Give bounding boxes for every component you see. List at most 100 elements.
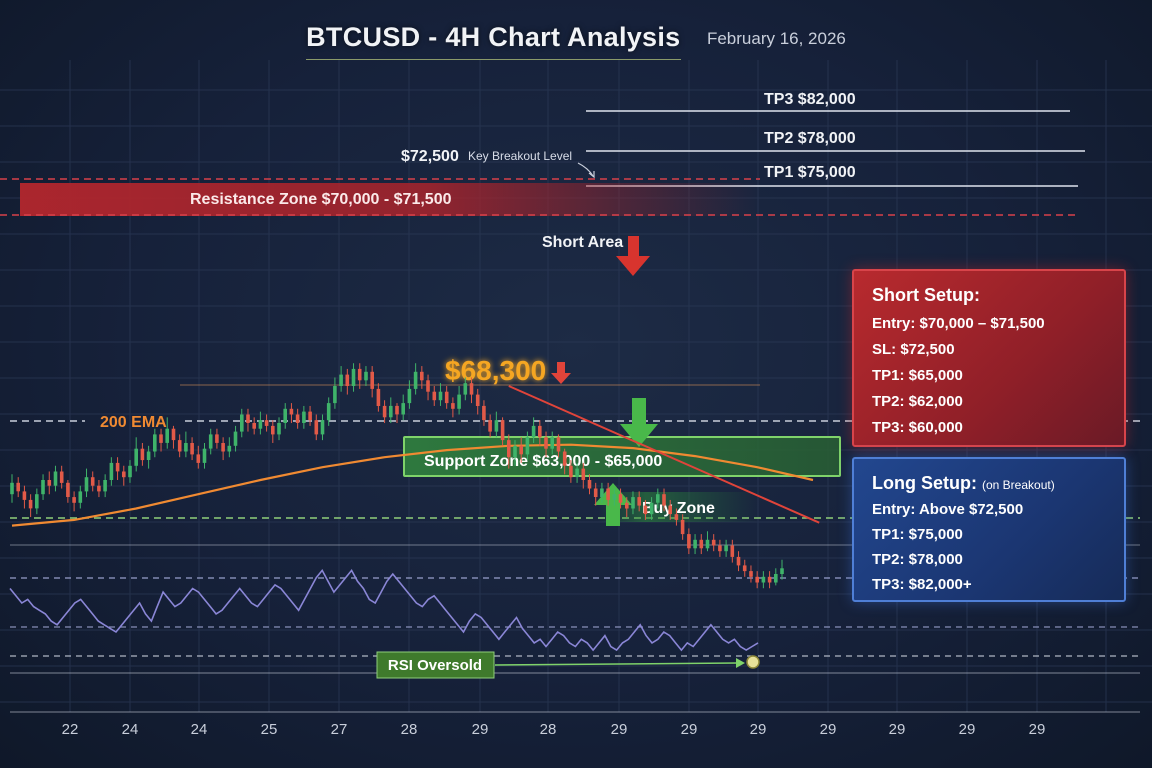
candle-body: [581, 468, 586, 480]
candle-body: [103, 480, 107, 492]
x-tick-label: 24: [191, 721, 208, 738]
candle-body: [482, 405, 486, 421]
support-down-arrow-icon: [620, 398, 658, 447]
rsi-oversold-dot: [746, 655, 760, 669]
candle-body: [382, 405, 387, 418]
x-tick-label: 28: [401, 721, 418, 738]
breakout-note: Key Breakout Level: [468, 149, 572, 163]
candle-body: [451, 403, 455, 409]
candle-body: [184, 443, 188, 452]
short-setup-title: Short Setup:: [872, 285, 980, 305]
candle-body: [159, 434, 163, 443]
candle-body: [283, 408, 287, 423]
candle-body: [128, 465, 132, 478]
candle-body: [357, 368, 362, 381]
candle-body: [575, 468, 579, 478]
resistance-zone: [20, 183, 760, 216]
candle-body: [625, 502, 629, 509]
short-area-label: Short Area: [542, 234, 623, 251]
candle-body: [736, 556, 741, 566]
candle-body: [711, 539, 716, 546]
breakout-arrow: [577, 162, 594, 177]
candle-body: [78, 491, 83, 503]
x-tick-label: 29: [959, 721, 976, 738]
candle-body: [171, 428, 176, 441]
short-area-down-arrow-icon: [616, 236, 650, 276]
candle-body: [233, 431, 238, 446]
candle-body: [246, 414, 250, 423]
candle-body: [562, 451, 567, 466]
candle-body: [612, 494, 617, 500]
long-setup-note: (on Breakout): [982, 478, 1055, 492]
candle-body: [90, 477, 95, 486]
candle-body: [227, 445, 232, 452]
candle-body: [426, 380, 430, 392]
candle-body: [718, 545, 722, 552]
candle-body: [345, 374, 350, 386]
candle-body: [22, 491, 27, 500]
chart-date: February 16, 2026: [706, 29, 846, 48]
candle-body: [53, 471, 58, 486]
x-tick-label: 29: [889, 721, 906, 738]
candle-body: [140, 448, 145, 461]
candle-body: [606, 488, 610, 500]
candle-body: [755, 576, 759, 583]
short-setup-tp3: TP3: $60,000: [872, 419, 963, 436]
candle-body: [333, 386, 337, 404]
candle-body: [587, 480, 592, 489]
candle-body: [339, 374, 343, 386]
breakout-arrowhead: [588, 171, 595, 179]
long-setup-entry: Entry: Above $72,500: [872, 501, 1024, 518]
candle-body: [525, 437, 530, 455]
candle-body: [668, 505, 672, 515]
candle-body: [500, 420, 505, 441]
candle-body: [469, 383, 474, 395]
candle-body: [295, 414, 300, 423]
support-zone-label: Support Zone $63,000 - $65,000: [424, 453, 662, 470]
x-tick-label: 29: [820, 721, 837, 738]
candle-body: [84, 477, 89, 492]
candle-body: [289, 408, 294, 415]
rsi-oversold-arrow-line: [494, 662, 739, 666]
header: BTCUSD - 4H Chart Analysis February 16, …: [0, 22, 1152, 60]
candle-body: [674, 514, 679, 520]
tp1-label: TP1 $75,000: [764, 164, 856, 181]
candle-body: [780, 568, 784, 574]
candle-body: [767, 576, 772, 583]
buy-zone-label: Buy Zone: [642, 500, 715, 517]
candle-body: [395, 405, 399, 415]
candle-body: [364, 371, 368, 381]
candle-body: [202, 448, 207, 463]
candle-body: [649, 502, 654, 515]
candle-body: [277, 423, 281, 435]
x-tick-label: 29: [1029, 721, 1046, 738]
candle-body: [28, 499, 33, 509]
candle-body: [507, 440, 511, 458]
candle-body: [190, 443, 194, 455]
rsi-oversold-badge: [376, 651, 495, 679]
candle-body: [444, 391, 449, 404]
short-setup-card: Short Setup: Entry: $70,000 – $71,500 SL…: [852, 269, 1126, 447]
candle-body: [600, 488, 604, 497]
candle-body: [432, 391, 437, 401]
candle-body: [215, 434, 219, 443]
x-tick-label: 29: [611, 721, 628, 738]
short-setup-tp2: TP2: $62,000: [872, 393, 963, 410]
x-tick-label: 22: [62, 721, 79, 738]
candle-body: [252, 423, 256, 429]
candle-body: [687, 534, 691, 549]
candle-body: [122, 471, 126, 478]
candle-body: [376, 388, 381, 406]
candle-body: [494, 420, 499, 432]
candle-body: [488, 420, 492, 432]
x-tick-label: 29: [750, 721, 767, 738]
candle-body: [302, 411, 306, 423]
x-tick-label: 25: [261, 721, 278, 738]
candle-body: [774, 574, 778, 583]
candle-body: [761, 576, 766, 583]
candle-body: [407, 388, 412, 404]
ema-label: 200 EMA: [100, 414, 167, 431]
x-tick-label: 28: [540, 721, 557, 738]
long-setup-card: Long Setup: (on Breakout) Entry: Above $…: [852, 457, 1126, 602]
candle-body: [463, 383, 468, 395]
